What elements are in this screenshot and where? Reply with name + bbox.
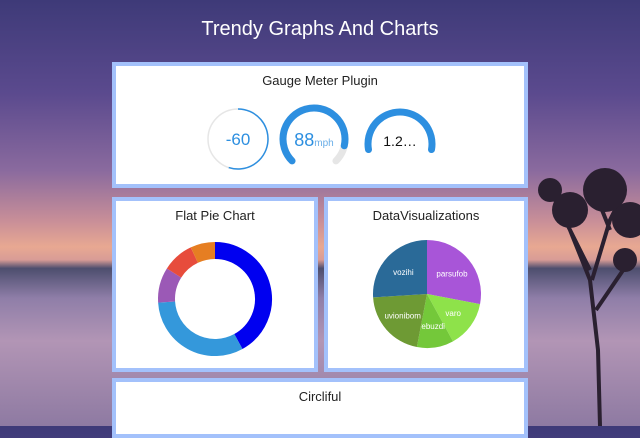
pie-slice-parsufob bbox=[427, 240, 482, 305]
dataviz-title: DataVisualizations bbox=[372, 208, 480, 223]
circliful-title: Circliful bbox=[298, 389, 342, 404]
circliful-card: Circliful bbox=[112, 378, 528, 438]
donut-segment-3 bbox=[166, 247, 199, 278]
gauge-2-unit: mph bbox=[314, 138, 333, 149]
pie-label-febuzdi: febuzdi bbox=[419, 322, 445, 331]
gauge-2-value: 88 bbox=[294, 130, 314, 150]
pie-label-vozihi: vozihi bbox=[393, 268, 414, 277]
gauge-card: Gauge Meter Plugin -60 88mph 1.2… bbox=[112, 62, 528, 188]
gauge-title: Gauge Meter Plugin bbox=[262, 73, 378, 88]
pie-slice-varo bbox=[427, 294, 481, 342]
flat-pie-card: Flat Pie Chart bbox=[112, 197, 318, 372]
tree-silhouette bbox=[538, 168, 640, 426]
pie-label-parsufob: parsufob bbox=[436, 269, 468, 278]
gauge-1: -60 bbox=[207, 108, 269, 170]
pie-slice-vozihi bbox=[373, 240, 427, 298]
pie-slice-uvionibom bbox=[373, 294, 427, 348]
pie-label-varo: varo bbox=[445, 309, 461, 318]
gauge-3: 1.2… bbox=[364, 108, 436, 154]
donut-segment-2 bbox=[158, 268, 182, 303]
donut-segment-1 bbox=[158, 301, 243, 356]
page-title: Trendy Graphs And Charts bbox=[201, 18, 439, 40]
flat-pie-chart bbox=[158, 242, 272, 356]
donut-segment-4 bbox=[190, 242, 216, 263]
pie-slice-febuzdi bbox=[416, 294, 454, 348]
gauge-1-value: -60 bbox=[226, 130, 251, 149]
flat-pie-title: Flat Pie Chart bbox=[175, 208, 255, 223]
dataviz-card: DataVisualizations parsufob varo febuzdi uv… bbox=[324, 197, 528, 372]
svg-text:88mph: 88mph bbox=[294, 130, 333, 150]
donut-segment-0 bbox=[214, 242, 272, 349]
gauge-2: 88mph bbox=[279, 104, 349, 165]
pie-label-uvionibom: uvionibom bbox=[384, 311, 421, 320]
gauge-3-value: 1.2… bbox=[383, 133, 416, 149]
